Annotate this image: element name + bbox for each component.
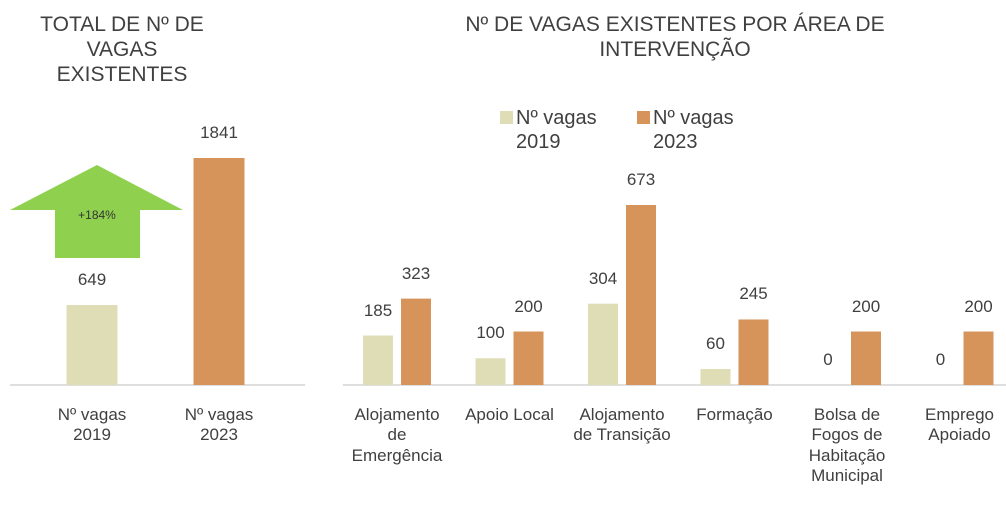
bar — [700, 368, 731, 385]
annotation: +184% — [78, 208, 116, 222]
x-tick-label: Formação — [696, 405, 773, 424]
value-label: 1841 — [200, 123, 238, 142]
x-tick-label: Apoio Local — [465, 405, 554, 424]
x-tick-label: Bolsa de Fogos de Habitação Municipal — [808, 405, 886, 486]
bar — [851, 331, 881, 385]
value-label: 200 — [964, 296, 993, 316]
value-label: 0 — [823, 350, 833, 369]
x-tick-label: Nº vagas 2023 — [184, 405, 254, 445]
bar — [193, 158, 245, 385]
bar — [963, 331, 994, 385]
value-label: 60 — [706, 333, 725, 353]
bar — [588, 303, 618, 385]
value-label: 200 — [851, 296, 881, 316]
x-tick-label: Alojamento de Transição — [573, 405, 671, 445]
x-tick-label: Alojamento de Emergência — [351, 405, 443, 465]
legend-swatch — [500, 111, 513, 124]
chart-title: TOTAL DE Nº DE VAGAS EXISTENTES — [40, 13, 204, 87]
value-label: 323 — [401, 263, 431, 283]
legend-label: Nº vagas 2019 — [516, 107, 597, 153]
x-tick-label: Nº vagas 2019 — [57, 405, 127, 445]
chart-title: Nº DE VAGAS EXISTENTES POR ÁREA DE INTER… — [465, 13, 885, 62]
value-label: 185 — [363, 300, 393, 320]
bar — [475, 358, 506, 385]
bar — [66, 304, 118, 385]
x-tick-label: Emprego Apoiado — [925, 405, 994, 445]
value-label: 304 — [588, 268, 618, 288]
value-label: 0 — [935, 350, 946, 369]
bar — [738, 319, 769, 385]
value-label: 245 — [739, 284, 768, 304]
arrow — [10, 165, 183, 258]
value-label: 673 — [626, 170, 656, 189]
value-label: 100 — [476, 323, 505, 343]
bar — [626, 205, 656, 385]
legend-swatch — [637, 111, 650, 124]
bar — [513, 331, 544, 385]
bar — [401, 298, 431, 385]
bar — [363, 335, 393, 385]
value-label: 200 — [514, 296, 543, 316]
value-label: 649 — [77, 269, 107, 289]
legend-label: Nº vagas 2023 — [653, 107, 734, 153]
